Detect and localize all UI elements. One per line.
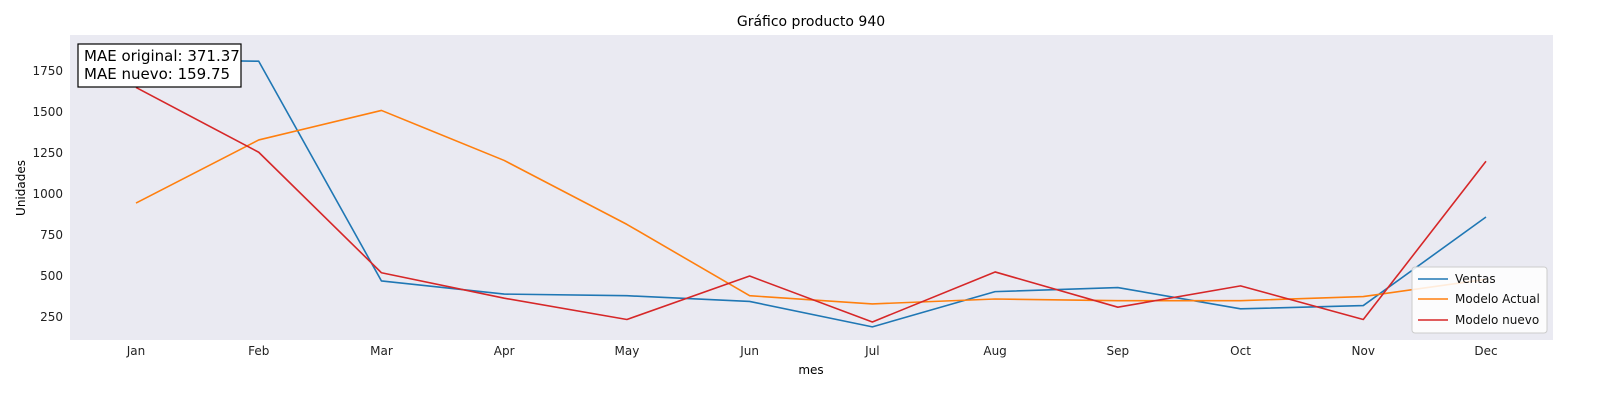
mae-annotation-box — [77, 43, 242, 88]
mae-original-text: MAE original: 371.37 — [84, 47, 240, 65]
y-tick-label: 1000 — [32, 187, 63, 201]
legend: Ventas Modelo Actual Modelo nuevo — [1411, 266, 1548, 334]
y-tick-label: 750 — [40, 228, 63, 242]
chart-title: Gráfico producto 940 — [737, 14, 885, 30]
x-tick-label: Apr — [494, 344, 515, 358]
y-tick-label: 1500 — [32, 105, 63, 119]
x-tick-label: Nov — [1352, 344, 1375, 358]
legend-label-modelo-nuevo: Modelo nuevo — [1455, 313, 1539, 327]
x-tick-label: Jul — [864, 344, 879, 358]
y-tick-label: 1250 — [32, 146, 63, 160]
x-tick-label: May — [615, 344, 640, 358]
plot-area — [70, 35, 1553, 340]
x-tick-label: Oct — [1230, 344, 1251, 358]
y-tick-label: 1750 — [32, 64, 63, 78]
x-tick-label: Jun — [739, 344, 759, 358]
x-tick-label: Aug — [983, 344, 1006, 358]
x-tick-label: Mar — [370, 344, 393, 358]
x-tick-label: Dec — [1474, 344, 1497, 358]
y-tick-label: 250 — [40, 310, 63, 324]
series-line-ventas — [135, 58, 1487, 328]
y-axis-title: Unidades — [14, 160, 28, 216]
mae-annotation: MAE original: 371.37 MAE nuevo: 159.75 — [77, 43, 242, 88]
x-tick-label: Sep — [1107, 344, 1130, 358]
x-tick-label: Feb — [248, 344, 269, 358]
legend-box — [1411, 266, 1548, 334]
series-line-modelo-nuevo — [135, 86, 1487, 323]
x-axis-title: mes — [798, 363, 823, 377]
legend-label-ventas: Ventas — [1455, 272, 1496, 286]
mae-nuevo-text: MAE nuevo: 159.75 — [84, 65, 230, 83]
y-tick-label: 500 — [40, 269, 63, 283]
x-tick-label: Jan — [126, 344, 146, 358]
legend-label-modelo-actual: Modelo Actual — [1455, 292, 1540, 306]
